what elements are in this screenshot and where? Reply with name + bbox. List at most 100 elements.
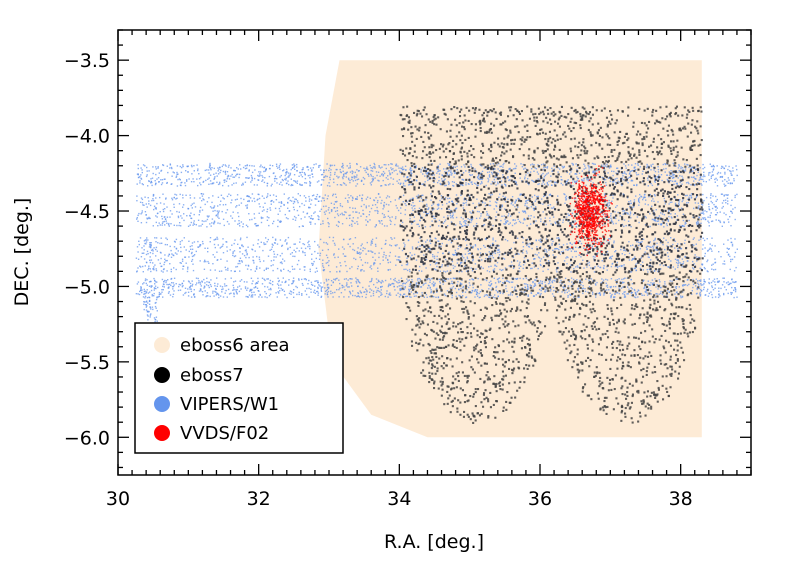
vipers-w1-point <box>462 202 464 204</box>
vipers-w1-point <box>732 208 734 210</box>
vipers-w1-point <box>449 197 451 199</box>
vipers-w1-point <box>502 164 504 166</box>
vipers-w1-point <box>314 250 316 253</box>
vipers-w1-point <box>605 282 607 284</box>
vipers-w1-point <box>603 254 605 256</box>
vipers-w1-point <box>662 244 664 246</box>
vipers-w1-point <box>652 245 654 248</box>
vipers-w1-point <box>732 167 734 169</box>
vipers-w1-point <box>164 254 166 256</box>
vipers-w1-point <box>580 193 582 195</box>
vipers-w1-point <box>544 217 546 219</box>
vipers-w1-point <box>481 259 483 261</box>
vipers-w1-point <box>658 174 660 176</box>
vipers-w1-point <box>349 238 352 240</box>
vipers-w1-point <box>653 200 655 203</box>
vipers-w1-point <box>137 164 139 166</box>
vipers-w1-point <box>254 169 256 171</box>
vipers-w1-point <box>261 210 264 212</box>
vipers-w1-point <box>263 260 265 262</box>
vipers-w1-point <box>622 210 624 212</box>
vipers-w1-point <box>405 254 407 256</box>
vipers-w1-point <box>198 178 201 180</box>
vipers-w1-point <box>161 222 164 224</box>
vipers-w1-point <box>268 288 270 291</box>
vipers-w1-point <box>693 268 695 270</box>
vipers-w1-point <box>206 281 208 283</box>
vipers-w1-point <box>681 183 683 185</box>
vipers-w1-point <box>692 278 694 281</box>
vipers-w1-point <box>654 239 656 241</box>
vipers-w1-point <box>488 247 490 249</box>
vipers-w1-point <box>511 224 514 227</box>
vipers-w1-point <box>166 165 168 167</box>
vipers-w1-point <box>347 286 349 288</box>
vipers-w1-point <box>181 239 183 242</box>
vipers-w1-point <box>188 281 190 283</box>
vipers-w1-point <box>564 284 566 286</box>
vipers-w1-point <box>726 197 729 199</box>
vipers-w1-point <box>452 217 454 219</box>
vipers-w1-point <box>603 294 605 296</box>
vipers-w1-point <box>213 220 216 222</box>
vipers-w1-point <box>200 285 202 287</box>
vipers-w1-point <box>351 170 353 172</box>
vipers-w1-point <box>303 172 306 174</box>
vipers-w1-point <box>710 248 712 250</box>
vipers-w1-point <box>706 290 708 292</box>
vipers-w1-point <box>281 244 284 247</box>
vipers-w1-point <box>648 165 650 167</box>
vipers-w1-point <box>213 178 215 180</box>
vipers-w1-point <box>253 213 255 215</box>
vipers-w1-point <box>463 164 465 166</box>
vipers-w1-point <box>272 172 275 175</box>
vipers-w1-point <box>678 208 680 210</box>
vipers-w1-point <box>714 268 717 271</box>
vipers-w1-point <box>489 200 491 203</box>
vipers-w1-point <box>209 162 211 165</box>
vipers-w1-point <box>202 198 204 200</box>
vipers-w1-point <box>308 296 310 298</box>
vipers-w1-point <box>492 296 495 298</box>
vipers-w1-point <box>729 182 731 185</box>
vipers-w1-point <box>303 195 306 197</box>
vipers-w1-point <box>451 282 453 284</box>
vipers-w1-point <box>677 266 679 269</box>
vipers-w1-point <box>693 207 695 210</box>
vipers-w1-point <box>638 221 640 224</box>
vipers-w1-point <box>322 179 325 181</box>
vipers-w1-point <box>429 211 431 213</box>
vipers-w1-point <box>404 282 406 285</box>
vipers-w1-point <box>253 217 256 219</box>
vipers-w1-point <box>253 291 255 293</box>
vipers-w1-point <box>540 264 542 267</box>
vipers-w1-point <box>151 248 154 251</box>
vipers-w1-point <box>326 198 329 200</box>
vipers-w1-point <box>679 224 681 227</box>
vipers-w1-point <box>217 212 219 215</box>
vipers-w1-point <box>160 270 163 272</box>
vipers-w1-point <box>575 226 577 228</box>
vipers-w1-point <box>479 183 482 185</box>
vipers-w1-point <box>626 180 628 182</box>
vipers-w1-point <box>713 203 715 206</box>
vipers-w1-point <box>155 221 157 224</box>
vipers-w1-point <box>666 174 668 176</box>
vipers-w1-point <box>360 259 362 261</box>
vipers-w1-point <box>320 282 322 284</box>
vipers-w1-point <box>655 248 658 251</box>
vipers-w1-point <box>341 166 343 168</box>
vipers-w1-point <box>446 290 449 292</box>
vipers-w1-point <box>494 294 496 296</box>
vipers-w1-point <box>260 216 263 218</box>
vipers-w1-point <box>629 172 631 174</box>
vipers-w1-point <box>213 167 215 170</box>
vipers-w1-point <box>621 184 623 187</box>
vipers-w1-point <box>498 256 500 258</box>
vipers-w1-point <box>550 180 552 182</box>
vipers-w1-point <box>258 296 260 298</box>
vipers-w1-point <box>469 284 471 286</box>
vipers-w1-point <box>618 287 620 289</box>
vipers-w1-point <box>450 171 452 174</box>
vipers-w1-point <box>460 216 462 219</box>
